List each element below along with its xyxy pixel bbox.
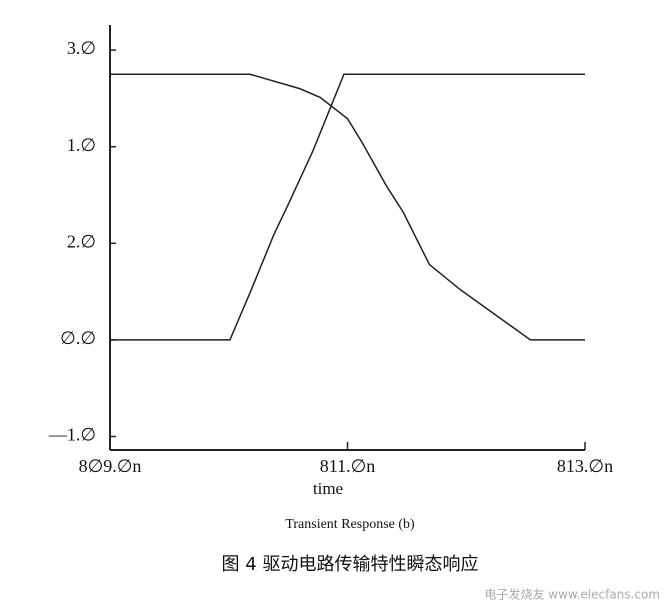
watermark: 电子发烧友 www.elecfans.com bbox=[484, 587, 660, 602]
series-line bbox=[110, 73, 585, 341]
y-tick-label: ∅.∅ bbox=[60, 328, 96, 348]
x-tick-label: 8∅9.∅n bbox=[79, 456, 142, 476]
series-line bbox=[110, 73, 585, 341]
y-tick-label: 1.∅ bbox=[67, 135, 96, 155]
chart-caption: Transient Response (b) bbox=[285, 517, 415, 532]
y-tick-label: 2.∅ bbox=[67, 231, 96, 251]
x-tick-label: 813.∅n bbox=[557, 456, 613, 476]
x-tick-label: 811.∅n bbox=[320, 456, 376, 476]
figure-caption: 图 4 驱动电路传输特性瞬态响应 bbox=[222, 554, 479, 575]
x-axis-label: time bbox=[313, 479, 343, 498]
y-tick-label: —1.∅ bbox=[48, 425, 96, 445]
y-tick-label: 3.∅ bbox=[67, 38, 96, 58]
